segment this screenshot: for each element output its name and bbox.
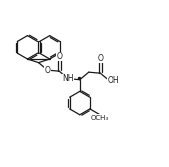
Text: OCH₃: OCH₃ bbox=[91, 115, 109, 121]
Text: NH: NH bbox=[62, 74, 74, 83]
Text: O: O bbox=[98, 54, 103, 63]
Text: O: O bbox=[45, 66, 51, 75]
Text: O: O bbox=[56, 52, 62, 61]
Text: OH: OH bbox=[107, 76, 119, 85]
